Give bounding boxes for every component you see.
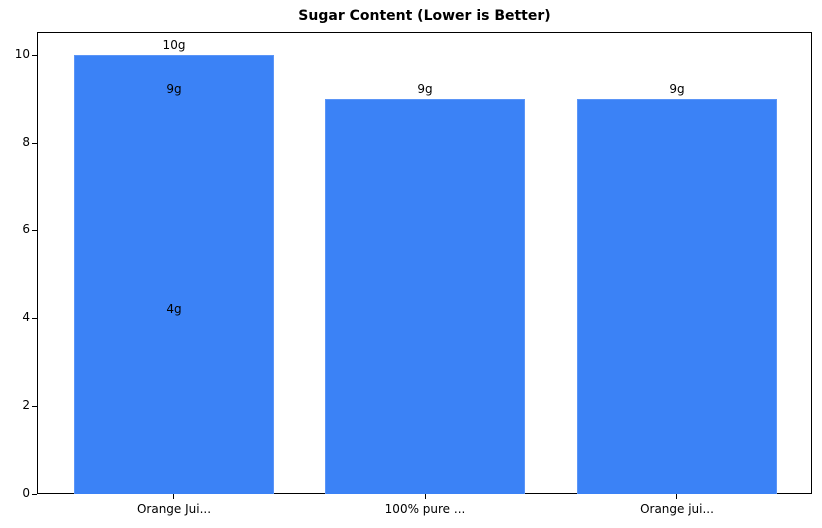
bar-value-label: 10g: [162, 38, 186, 52]
x-tick: [173, 494, 174, 499]
bar-100-pure: [325, 99, 525, 494]
y-tick-label-8: 8: [22, 135, 30, 149]
y-tick-8: [32, 143, 37, 144]
x-tick-label: 100% pure ...: [384, 502, 466, 516]
x-tick-label: Orange jui...: [640, 502, 714, 516]
y-tick-4: [32, 318, 37, 319]
y-tick-label-0: 0: [22, 486, 30, 500]
bar-orange-juice-1: [74, 55, 274, 494]
y-tick-2: [32, 406, 37, 407]
y-tick-label-10: 10: [14, 47, 30, 61]
y-tick-label-2: 2: [22, 398, 30, 412]
chart-title: Sugar Content (Lower is Better): [298, 8, 551, 24]
bar-value-label: 9g: [417, 82, 433, 96]
y-tick-label-4: 4: [22, 310, 30, 324]
x-tick: [676, 494, 677, 499]
y-tick-label-6: 6: [22, 222, 30, 236]
bar-orange-juice-2: [577, 99, 777, 494]
x-tick-label: Orange Jui...: [136, 502, 212, 516]
bar-value-label: 9g: [669, 82, 685, 96]
y-tick-0: [32, 494, 37, 495]
annotation-label: 9g: [166, 82, 182, 96]
x-tick: [425, 494, 426, 499]
y-tick-6: [32, 230, 37, 231]
y-tick-10: [32, 55, 37, 56]
annotation-label: 4g: [166, 302, 182, 316]
